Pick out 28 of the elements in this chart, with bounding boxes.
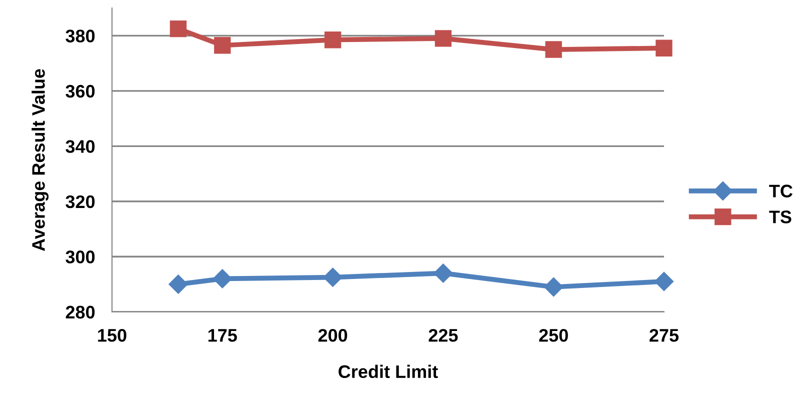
x-tick-label: 175 [208, 329, 237, 342]
point [434, 30, 452, 47]
x-tick-label: 225 [428, 328, 458, 342]
y-axis-title: Average Result Value [32, 69, 49, 252]
point [545, 41, 562, 58]
x-tick-label: 275 [650, 328, 679, 342]
point [212, 269, 232, 288]
x-tick-label: 250 [539, 328, 568, 342]
point [324, 32, 342, 48]
point [654, 272, 674, 292]
legend-label: TC [769, 184, 793, 198]
y-tick-label: 300 [66, 250, 95, 264]
y-tick-label: 340 [66, 140, 95, 153]
point [656, 40, 672, 56]
point [434, 264, 453, 283]
point [170, 20, 187, 38]
y-tick-label: 280 [66, 306, 95, 319]
point [214, 37, 231, 54]
y-tick-label: 320 [66, 195, 95, 208]
x-tick-label: 200 [318, 328, 348, 342]
y-tick-label: 360 [66, 84, 95, 98]
point [544, 277, 564, 297]
point [168, 274, 188, 294]
y-tick-label: 380 [66, 30, 95, 42]
point [323, 268, 342, 287]
legend-label: TS [769, 210, 792, 224]
x-tick-label: 150 [98, 328, 126, 342]
x-axis-title: Credit Limit [338, 364, 438, 378]
